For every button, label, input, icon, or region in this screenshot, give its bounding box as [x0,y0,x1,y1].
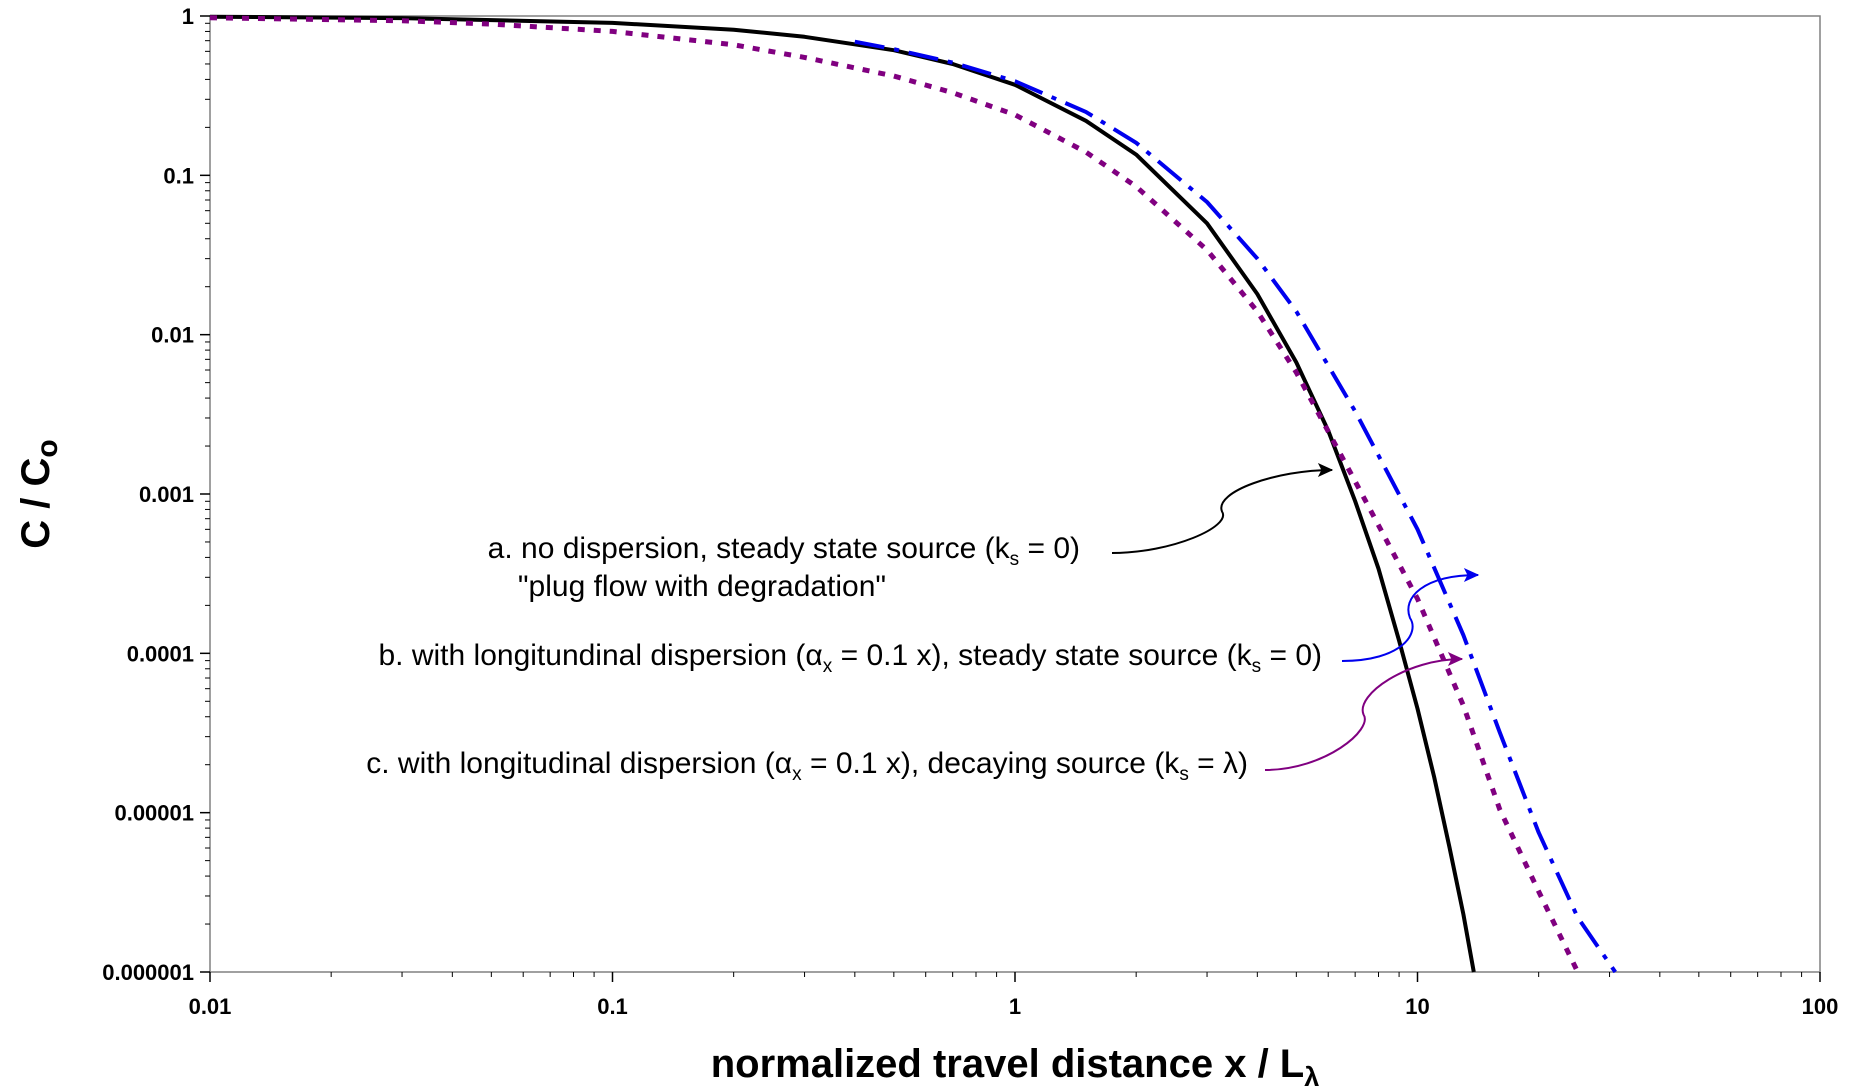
y-axis-title-subscript: o [31,439,64,457]
annotation-a: a. no dispersion, steady state source (k… [488,532,1080,570]
annotation-text: b. with longitundinal dispersion (α [379,639,823,672]
series-group [209,14,1617,974]
y-axis: 1 0.1 0.01 0.001 0.0001 0.00001 0.000001 [102,4,210,985]
y-tick-label: 0.001 [139,482,194,507]
annotation-text: = 0.1 x), steady state source (k [832,639,1252,672]
annotation-text: = λ) [1189,747,1248,780]
annotation-arrow-c [1264,658,1463,771]
y-tick-label: 0.000001 [102,960,194,985]
x-tick-label: 100 [1802,994,1839,1019]
annotation-subscript: s [1179,764,1189,785]
annotation-arrow-b [1341,574,1479,662]
annotation-text: c. with longitudinal dispersion (α [366,747,792,780]
annotation-subscript: s [1252,656,1262,677]
x-tick-label: 0.1 [597,994,628,1019]
annotation-subscript: s [1010,549,1020,570]
annotation-arrow-a [1111,469,1333,554]
annotation-text: = 0.1 x), decaying source (k [802,747,1181,780]
axis-titles: normalized travel distance x / Lλ C / Co [14,439,1319,1087]
arrowhead-a [1317,462,1334,478]
x-axis: 0.01 0.1 1 10 100 [189,972,1839,1019]
arrowhead-b [1463,567,1480,583]
y-tick-label: 1 [182,4,194,29]
x-tick-label: 10 [1405,994,1429,1019]
annotations: a. no dispersion, steady state source (k… [366,462,1480,785]
x-axis-title-subscript: λ [1304,1062,1319,1087]
annotation-subscript: x [823,656,833,677]
x-axis-title-text: normalized travel distance x / L [711,1042,1305,1086]
series-line-c [209,15,1580,974]
y-axis-title-text: C / C [14,458,58,549]
annotation-b: b. with longitundinal dispersion (αx = 0… [379,639,1323,677]
annotation-text: a. no dispersion, steady state source (k [488,532,1011,565]
x-axis-title: normalized travel distance x / Lλ [711,1042,1320,1087]
x-tick-label: 0.01 [189,994,232,1019]
annotation-subscript: x [792,764,802,785]
annotation-c: c. with longitudinal dispersion (αx = 0.… [366,747,1248,785]
y-axis-title: C / Co [14,439,64,548]
y-tick-label: 0.00001 [114,801,194,826]
annotation-text: = 0) [1019,532,1080,565]
x-tick-label: 1 [1009,994,1021,1019]
plot-area [209,15,1821,973]
annotation-a-line2: "plug flow with degradation" [518,570,886,603]
y-tick-label: 0.0001 [127,641,194,666]
arrowhead-c [1447,651,1464,667]
y-tick-label: 0.01 [151,323,194,348]
annotation-text: = 0) [1261,639,1322,672]
series-line-a [209,14,1476,973]
series-line-b [854,39,1617,974]
y-tick-label: 0.1 [163,163,194,188]
